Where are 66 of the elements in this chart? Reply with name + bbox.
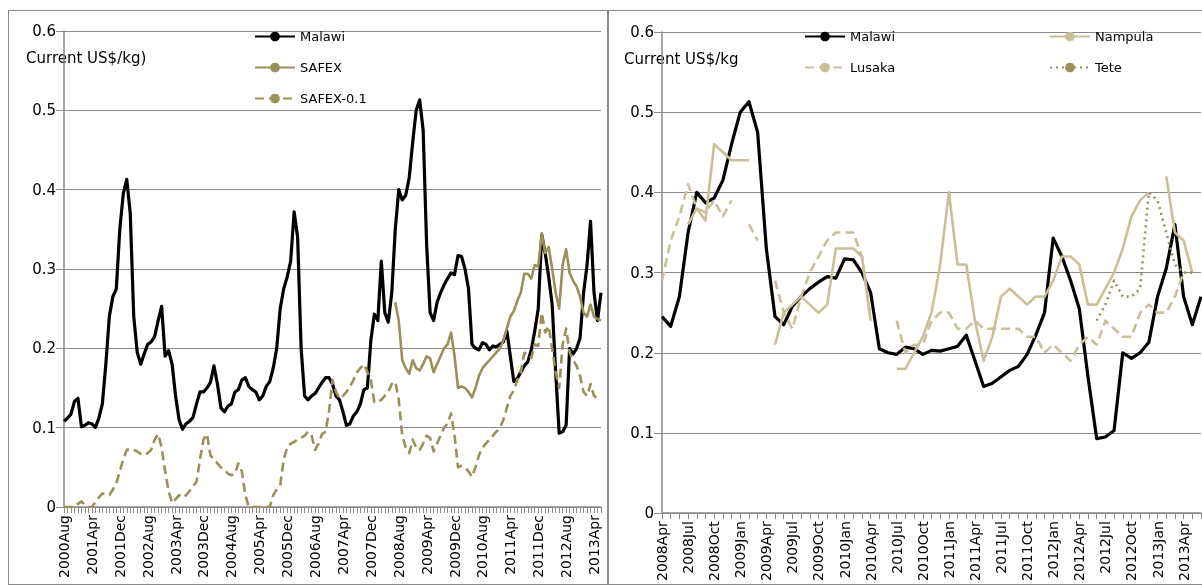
- y-tick-label: 0.5: [32, 101, 56, 120]
- legend-label: SAFEX: [300, 60, 343, 75]
- y-tick-label: 0.1: [32, 418, 56, 437]
- x-tick-label: 2011Apr: [502, 514, 519, 575]
- x-tick-label: 2012Jul: [1097, 521, 1114, 574]
- x-tick-label: 2013Apr: [586, 514, 603, 575]
- x-tick-label: 2006Aug: [307, 515, 324, 578]
- x-tick-label: 2011Jan: [940, 521, 957, 579]
- x-tick-label: 2002Aug: [139, 515, 156, 578]
- x-tick-label: 2007Dec: [362, 515, 379, 578]
- y-tick-label: 0.4: [630, 183, 654, 202]
- y-tick-label: 0: [46, 498, 56, 516]
- legend-label: SAFEX-0.1: [300, 91, 367, 106]
- x-tick-label: 2009Apr: [758, 520, 775, 582]
- y-tick-label: 0: [644, 504, 654, 523]
- y-tick-label: 0.6: [630, 23, 654, 41]
- x-tick-label: 2009Dec: [446, 515, 463, 578]
- x-tick-label: 2009Apr: [418, 514, 435, 575]
- y-tick-label: 0.4: [32, 180, 56, 199]
- legend-label: Malawi: [850, 29, 896, 44]
- x-tick-label: 2000Aug: [56, 515, 72, 578]
- x-tick-label: 2009Oct: [810, 520, 827, 581]
- x-tick-label: 2013Apr: [1175, 520, 1192, 582]
- x-tick-label: 2001Dec: [111, 515, 128, 578]
- x-tick-label: 2013Jan: [1149, 521, 1166, 579]
- y-tick-label: 0.1: [630, 423, 654, 442]
- legend-label: Tete: [1094, 60, 1122, 75]
- line-series: [1095, 191, 1194, 322]
- legend-label: Malawi: [300, 29, 346, 44]
- x-tick-label: 2008Jul: [680, 521, 697, 574]
- x-tick-label: 2011Dec: [530, 515, 547, 578]
- legend-label: Nampula: [1095, 29, 1154, 44]
- x-tick-label: 2004Aug: [223, 515, 240, 578]
- y-tick-label: 0.3: [32, 260, 56, 278]
- x-tick-label: 2005Apr: [251, 514, 268, 575]
- y-tick-label: 0.2: [630, 343, 654, 362]
- x-tick-label: 2008Oct: [706, 520, 723, 581]
- x-tick-label: 2009Jan: [732, 521, 749, 579]
- x-tick-label: 2012Oct: [1123, 520, 1140, 581]
- line-series: [393, 232, 603, 399]
- x-tick-label: 2009Jul: [784, 521, 801, 574]
- x-tick-label: 2008Apr: [654, 520, 670, 582]
- y-tick-label: 0.3: [630, 263, 654, 282]
- x-tick-label: 2011Jul: [993, 521, 1010, 574]
- x-tick-label: 2010Jan: [836, 521, 853, 579]
- x-tick-label: 2011Apr: [966, 520, 983, 582]
- y-axis-title: Current US$/kg: [624, 49, 739, 68]
- legend-label: Lusaka: [850, 60, 896, 75]
- x-tick-label: 2003Apr: [167, 514, 184, 575]
- x-tick-label: 2012Apr: [1071, 520, 1088, 582]
- x-tick-label: 2012Aug: [558, 515, 575, 578]
- y-tick-label: 0.5: [630, 103, 654, 122]
- x-tick-label: 2010Jul: [888, 521, 905, 574]
- x-tick-label: 2005Dec: [279, 515, 296, 578]
- x-tick-label: 2012Jan: [1045, 521, 1062, 579]
- y-axis-title: Current US$/kg): [26, 48, 147, 67]
- y-tick-label: 0.2: [32, 339, 56, 358]
- x-tick-label: 2001Apr: [83, 514, 100, 575]
- x-tick-label: 2010Oct: [914, 520, 931, 581]
- x-tick-label: 2007Apr: [334, 514, 351, 575]
- x-tick-label: 2003Dec: [195, 515, 212, 578]
- x-tick-label: 2008Aug: [390, 515, 407, 578]
- y-tick-label: 0.6: [32, 22, 56, 40]
- x-tick-label: 2011Oct: [1019, 520, 1036, 581]
- x-tick-label: 2010Aug: [474, 515, 491, 578]
- x-tick-label: 2010Apr: [862, 520, 879, 582]
